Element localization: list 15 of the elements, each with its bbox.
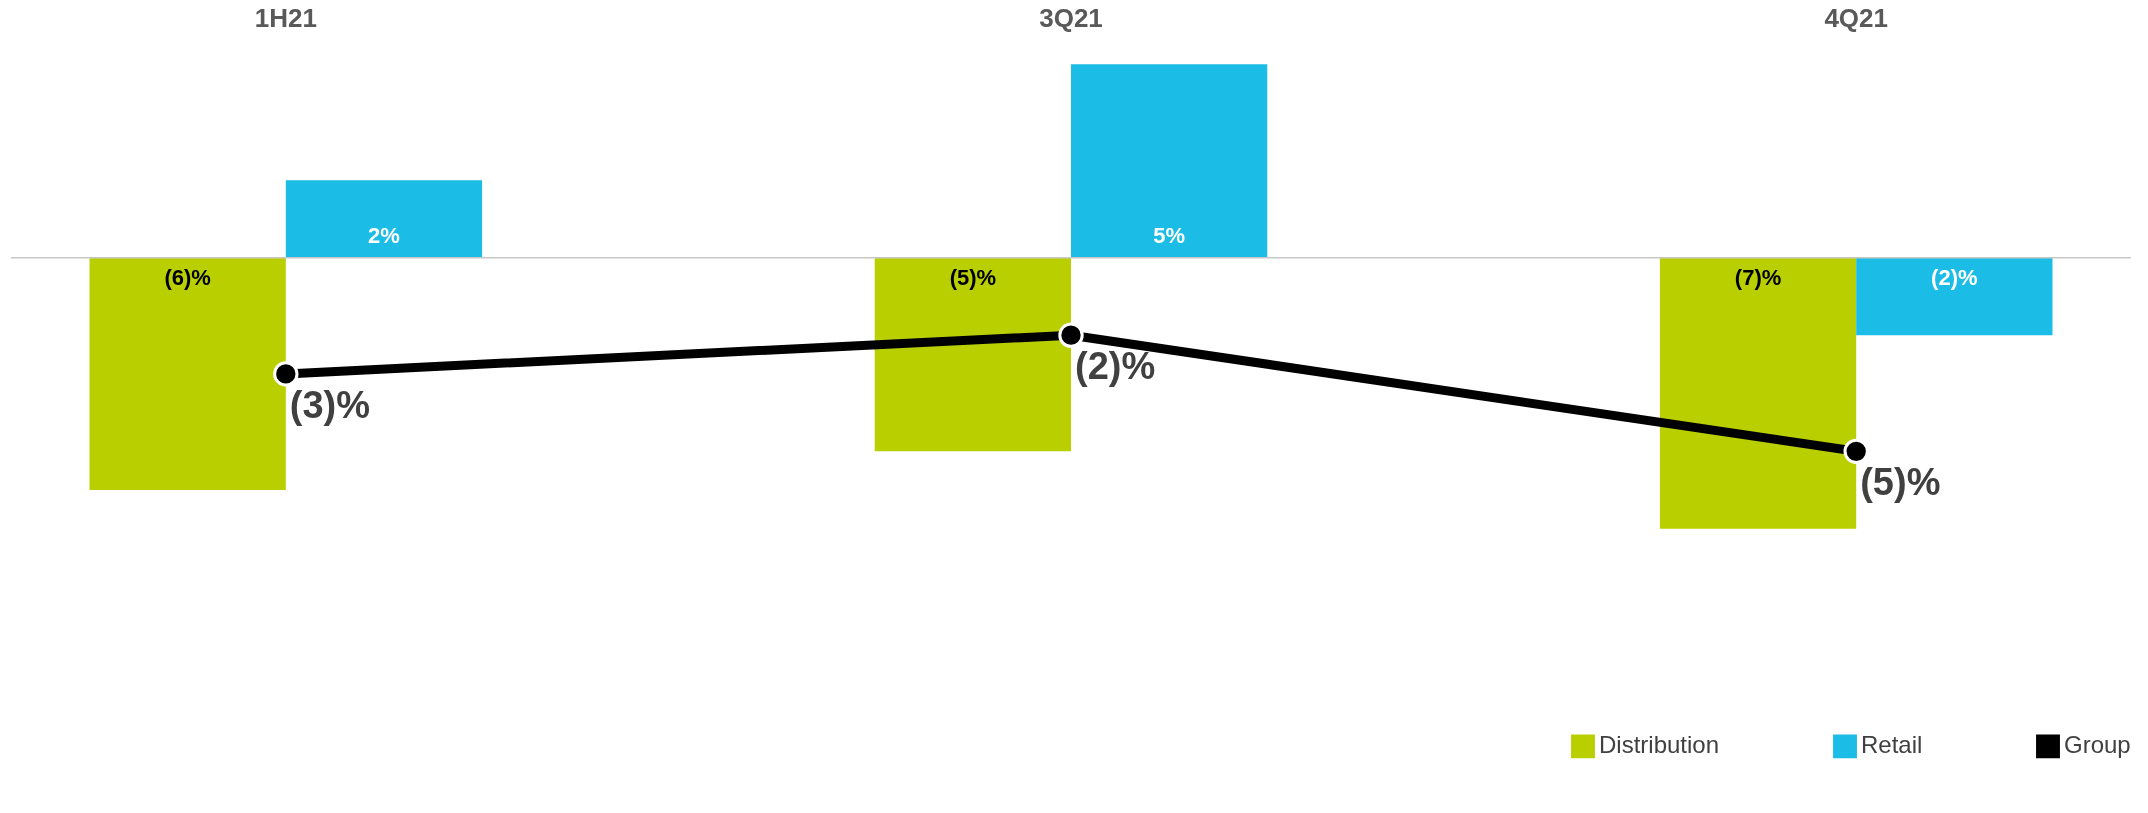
data-label: (2)%	[1075, 345, 1156, 388]
legend-label: Distribution	[1599, 731, 1720, 759]
legend-label: Group	[2064, 731, 2131, 759]
x-tick-label: 1H21	[254, 2, 317, 33]
data-label: (5)%	[1860, 461, 1941, 504]
data-label: 5%	[1153, 222, 1186, 248]
legend-label: Retail	[1861, 731, 1923, 759]
data-label: (6)%	[164, 264, 211, 290]
data-label: (2)%	[1931, 264, 1978, 290]
data-label: 2%	[368, 222, 400, 248]
data-label: (5)%	[949, 264, 997, 290]
data-label: (7)%	[1734, 264, 1782, 290]
x-tick-label: 4Q21	[1824, 2, 1888, 33]
data-label: (3)%	[289, 383, 371, 426]
x-tick-label: 3Q21	[1039, 2, 1103, 33]
